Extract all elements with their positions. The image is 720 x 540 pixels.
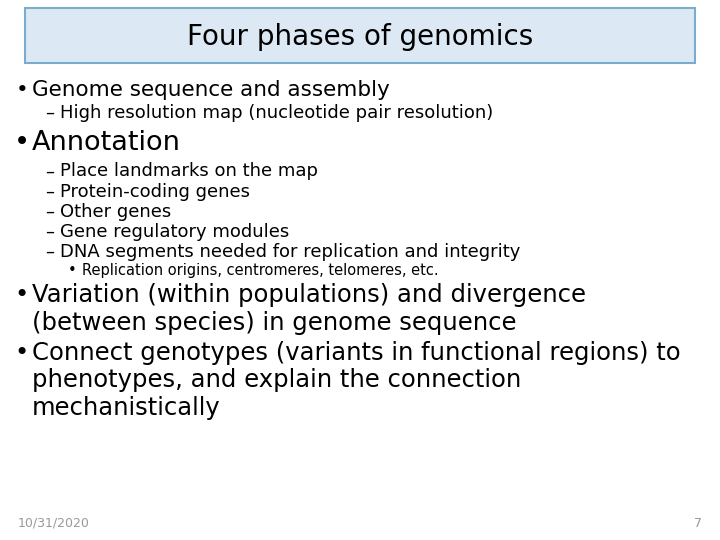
Text: –: – xyxy=(45,163,55,180)
Text: Other genes: Other genes xyxy=(60,202,171,221)
Text: Protein-coding genes: Protein-coding genes xyxy=(60,183,250,200)
Text: •: • xyxy=(16,80,28,100)
Text: •: • xyxy=(15,341,29,364)
Text: 10/31/2020: 10/31/2020 xyxy=(18,517,90,530)
Text: Annotation: Annotation xyxy=(32,130,181,156)
Text: Four phases of genomics: Four phases of genomics xyxy=(187,23,533,51)
Text: •: • xyxy=(14,130,30,156)
Text: –: – xyxy=(45,202,55,221)
Text: •: • xyxy=(68,263,76,278)
Text: Place landmarks on the map: Place landmarks on the map xyxy=(60,163,318,180)
Text: –: – xyxy=(45,223,55,241)
Text: Genome sequence and assembly: Genome sequence and assembly xyxy=(32,80,390,100)
Text: High resolution map (nucleotide pair resolution): High resolution map (nucleotide pair res… xyxy=(60,104,493,122)
Text: Variation (within populations) and divergence
(between species) in genome sequen: Variation (within populations) and diver… xyxy=(32,284,586,335)
Text: DNA segments needed for replication and integrity: DNA segments needed for replication and … xyxy=(60,243,521,261)
Text: –: – xyxy=(45,104,55,122)
Text: Replication origins, centromeres, telomeres, etc.: Replication origins, centromeres, telome… xyxy=(82,263,438,278)
Text: –: – xyxy=(45,243,55,261)
FancyBboxPatch shape xyxy=(25,8,695,63)
Text: Gene regulatory modules: Gene regulatory modules xyxy=(60,223,289,241)
Text: •: • xyxy=(15,284,29,307)
Text: Connect genotypes (variants in functional regions) to
phenotypes, and explain th: Connect genotypes (variants in functiona… xyxy=(32,341,680,420)
Text: 7: 7 xyxy=(694,517,702,530)
Text: –: – xyxy=(45,183,55,200)
